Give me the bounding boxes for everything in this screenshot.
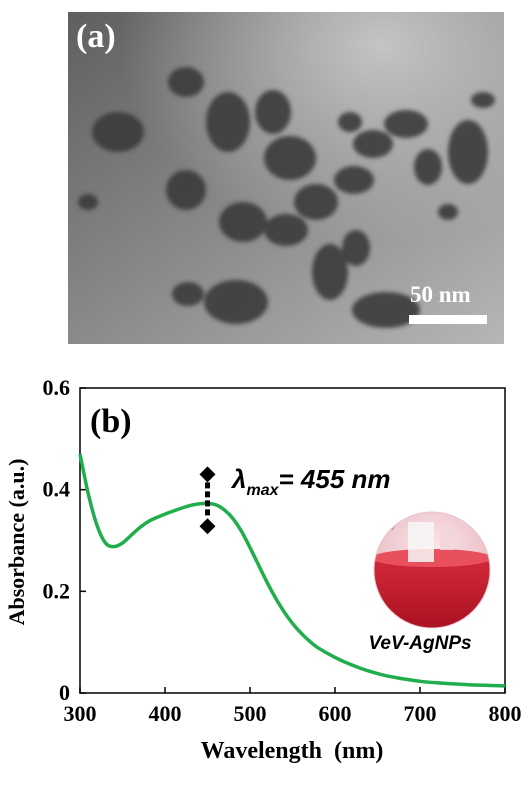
inset-caption: VeV-AgNPs	[368, 633, 471, 654]
x-tick-label: 600	[319, 701, 352, 726]
x-axis: 300 400 500 600 700 800	[64, 687, 522, 726]
y-tick-label: 0	[59, 680, 70, 705]
lambda-symbol: λ	[230, 464, 246, 494]
y-tick-label: 0.2	[43, 578, 71, 603]
diamond-marker	[199, 466, 216, 483]
lambda-max-annotation: λmax= 455 nm	[230, 464, 391, 499]
diamond-marker	[199, 518, 216, 535]
scale-bar-label: 50 nm	[410, 282, 471, 307]
uv-vis-chart-panel: 0 0.2 0.4 0.6 300 400 500 600 700 800 (b) λmax= …	[0, 360, 530, 788]
y-tick-label: 0.6	[43, 375, 71, 400]
flask-inset-photo	[373, 511, 491, 629]
lambda-value: = 455 nm	[279, 464, 391, 494]
panel-a-label: (a)	[76, 18, 116, 55]
scale-bar	[409, 315, 487, 324]
x-tick-label: 500	[234, 701, 267, 726]
lambda-max-markers	[199, 466, 216, 535]
tem-image-panel: (a) 50 nm	[68, 12, 504, 344]
y-axis-label: Absorbance (a.u.)	[4, 459, 29, 626]
x-axis-label: Wavelength (nm)	[201, 738, 384, 764]
lambda-subscript: max	[246, 482, 279, 499]
panel-b-label: (b)	[90, 403, 132, 440]
x-tick-label: 400	[149, 701, 182, 726]
x-tick-label: 800	[489, 701, 522, 726]
x-tick-label: 700	[404, 701, 437, 726]
tem-micrograph	[68, 12, 504, 344]
plot-frame	[79, 387, 506, 694]
absorbance-chart: 0 0.2 0.4 0.6 300 400 500 600 700 800 (b) λmax= …	[4, 375, 522, 764]
x-tick-label: 300	[64, 701, 97, 726]
y-tick-label: 0.4	[43, 477, 71, 502]
y-axis: 0 0.2 0.4 0.6	[43, 375, 86, 705]
absorbance-curve	[78, 453, 506, 688]
